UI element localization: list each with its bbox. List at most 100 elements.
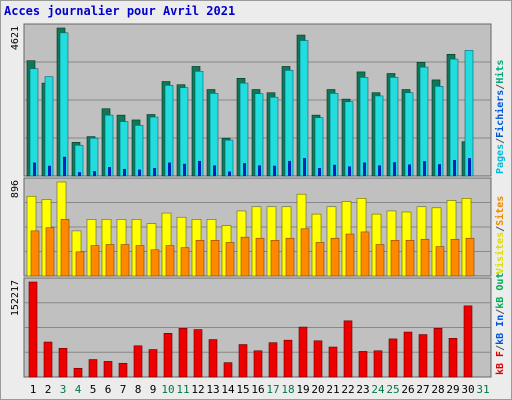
bar-sites <box>450 238 460 277</box>
bar-pages <box>333 164 336 176</box>
bar-kb-f <box>193 329 203 378</box>
bar-kb-f <box>118 362 128 378</box>
legend: kB F/kB In/kB Out <box>495 273 506 375</box>
x-label: 29 <box>446 383 459 396</box>
legend-entry: kB F <box>495 351 506 375</box>
legend: Visites/Sites <box>494 196 506 274</box>
legend-entry: / <box>495 345 506 351</box>
bar-sites <box>30 230 40 277</box>
legend-entry: kB In <box>495 315 506 345</box>
bar-fichiers <box>44 76 54 177</box>
bar-pages <box>33 162 36 176</box>
bar-fichiers <box>164 85 174 177</box>
bar-sites <box>180 247 190 277</box>
bar-kb-f <box>433 328 443 378</box>
x-label: 11 <box>176 383 189 396</box>
bar-kb-f <box>163 333 173 378</box>
bar-pages <box>303 158 306 176</box>
bar-sites <box>420 238 430 277</box>
x-label: 4 <box>75 383 82 396</box>
bar-fichiers <box>59 32 69 177</box>
bar-sites <box>330 237 340 277</box>
bar-fichiers <box>269 96 279 177</box>
bar-pages <box>48 165 51 176</box>
bar-sites <box>465 237 475 277</box>
bar-kb-f <box>328 346 338 378</box>
bar-fichiers <box>449 58 459 177</box>
bar-pages <box>468 158 471 176</box>
bar-kb-f <box>28 281 38 378</box>
bar-fichiers <box>314 117 324 177</box>
bar-kb-f <box>358 351 368 378</box>
bar-sites <box>135 245 145 277</box>
y-max-label: 896 <box>10 180 21 198</box>
bar-pages <box>318 167 321 176</box>
x-label: 23 <box>356 383 369 396</box>
bar-fichiers <box>119 121 129 177</box>
x-label: 12 <box>191 383 204 396</box>
bar-pages <box>438 164 441 176</box>
bar-fichiers <box>299 40 309 177</box>
bar-sites <box>345 233 355 277</box>
bar-pages <box>423 161 426 176</box>
bar-sites <box>390 240 400 277</box>
x-label: 27 <box>416 383 429 396</box>
bar-fichiers <box>104 114 114 177</box>
bar-sites <box>210 240 220 277</box>
bar-pages <box>243 163 246 176</box>
x-label: 19 <box>296 383 309 396</box>
bar-kb-f <box>103 361 113 378</box>
legend-entry: / <box>495 138 506 144</box>
x-label: 14 <box>221 383 235 396</box>
bar-pages <box>198 160 201 176</box>
bar-sites <box>120 244 130 277</box>
bar-pages <box>168 162 171 176</box>
bar-kb-f <box>133 345 143 378</box>
bar-fichiers <box>209 93 219 177</box>
y-max-label: 4621 <box>10 26 21 50</box>
bar-kb-f <box>313 340 323 378</box>
bar-pages <box>63 156 66 176</box>
bar-sites <box>405 240 415 277</box>
bar-sites <box>105 244 115 277</box>
bar-pages <box>153 167 156 176</box>
bar-kb-f <box>253 350 263 378</box>
legend-entry: Pages <box>495 144 506 174</box>
x-label: 22 <box>341 383 354 396</box>
x-label: 20 <box>311 383 324 396</box>
bar-kb-f <box>448 338 458 378</box>
legend-entry: / <box>495 226 506 232</box>
bar-kb-f <box>283 339 293 378</box>
bar-sites <box>315 242 325 277</box>
x-label: 13 <box>206 383 219 396</box>
bar-sites <box>60 219 70 277</box>
bar-fichiers <box>389 77 399 177</box>
x-label: 31 <box>476 383 489 396</box>
x-label: 2 <box>45 383 52 396</box>
bar-fichiers <box>89 137 99 177</box>
x-label: 10 <box>161 383 174 396</box>
bar-fichiers <box>134 125 144 177</box>
bar-kb-f <box>43 341 53 378</box>
bar-kb-f <box>58 347 68 378</box>
bar-pages <box>123 168 126 176</box>
bar-fichiers <box>149 116 159 177</box>
bar-sites <box>240 236 250 277</box>
bar-pages <box>138 169 141 176</box>
x-label: 18 <box>281 383 294 396</box>
bar-pages <box>93 171 96 176</box>
bar-fichiers <box>344 101 354 177</box>
bar-pages <box>288 160 291 176</box>
bar-sites <box>435 246 445 277</box>
bar-pages <box>78 172 81 176</box>
bar-pages <box>348 166 351 176</box>
x-label: 6 <box>105 383 112 396</box>
legend-entry: / <box>495 309 506 315</box>
bar-pages <box>213 165 216 176</box>
legend: Pages/Fichiers/Hits <box>494 60 506 174</box>
chart-title: Acces journalier pour Avril 2021 <box>4 4 236 18</box>
x-label: 3 <box>60 383 67 396</box>
x-label: 21 <box>326 383 339 396</box>
bar-sites <box>45 227 55 277</box>
